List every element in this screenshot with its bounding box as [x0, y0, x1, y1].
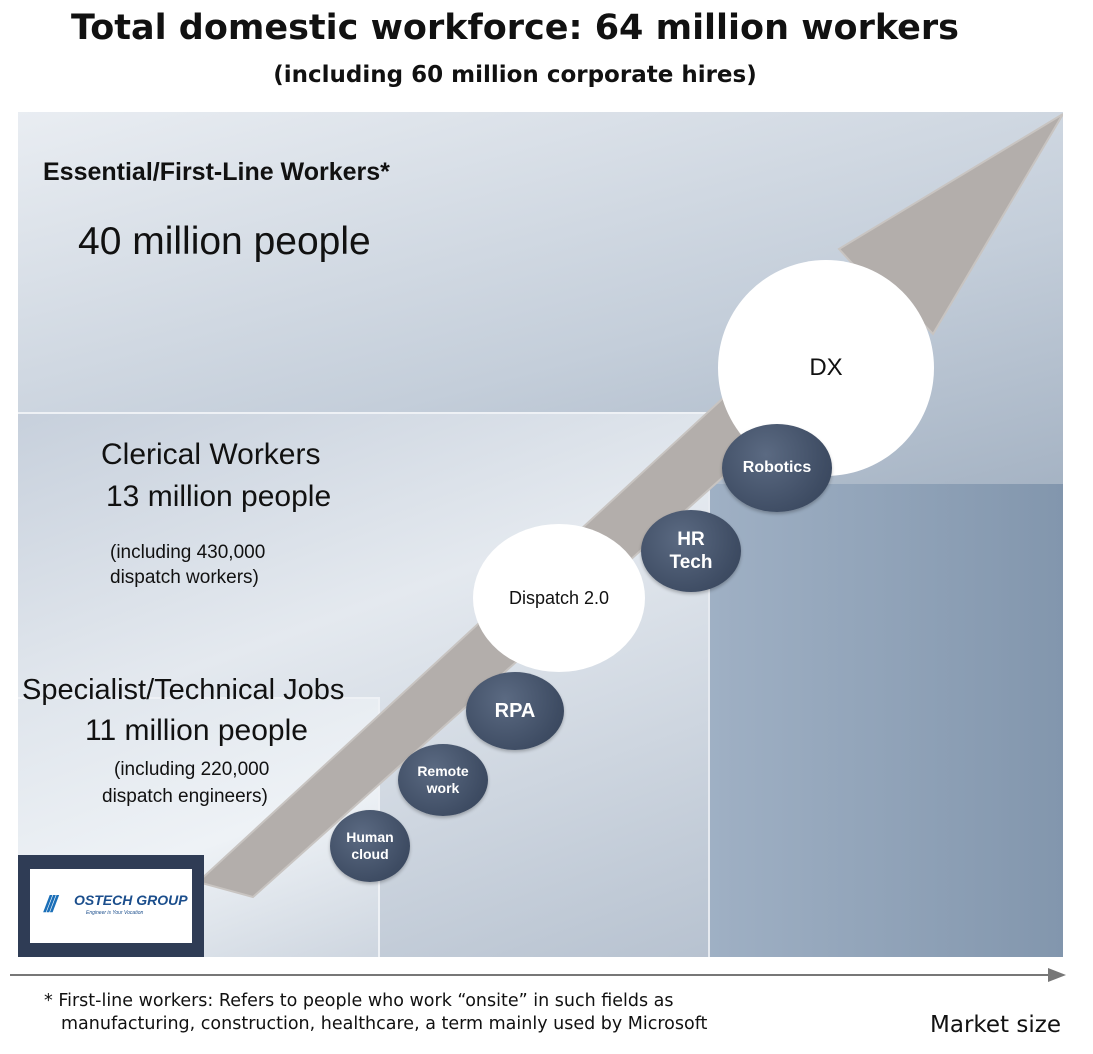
- logo-name: OSTECH GROUP: [74, 892, 188, 908]
- market-size-label: Market size: [930, 1012, 1061, 1038]
- specialist-count: 11 million people: [85, 714, 308, 747]
- essential-count: 40 million people: [78, 220, 371, 263]
- robotics-bubble: Robotics: [722, 424, 832, 512]
- specialist-note-line2: dispatch engineers): [102, 786, 268, 807]
- remote-work-bubble: Remote work: [398, 744, 488, 816]
- footnote-line1: * First-line workers: Refers to people w…: [44, 991, 674, 1011]
- clerical-count: 13 million people: [106, 480, 332, 513]
- robotics-label: Robotics: [742, 459, 812, 476]
- footnote: * First-line workers: Refers to people w…: [44, 990, 864, 1036]
- rpa-bubble: RPA: [466, 672, 564, 750]
- dispatch-label: Dispatch 2.0: [508, 587, 610, 608]
- specialist-note-line1: (including 220,000: [114, 759, 270, 780]
- hr-tech-label-line2: Tech: [669, 552, 713, 573]
- page-title: Total domestic workforce: 64 million wor…: [70, 8, 960, 48]
- rpa-label: RPA: [494, 699, 536, 722]
- logo-card: /// OSTECH GROUP Engineer is Your Vocati…: [30, 869, 192, 943]
- right-region: [708, 484, 1063, 957]
- clerical-heading: Clerical Workers: [101, 438, 321, 471]
- logo-slashes: ///: [44, 891, 57, 917]
- page-subtitle: (including 60 million corporate hires): [273, 62, 757, 88]
- logo-tagline: Engineer is Your Vocation: [86, 910, 144, 916]
- clerical-note-line2: dispatch workers): [110, 567, 259, 588]
- remote-work-label-line1: Remote: [417, 763, 469, 779]
- market-size-axis: [10, 968, 1066, 982]
- workforce-panel: Essential/First-Line Workers* 40 million…: [18, 112, 1063, 957]
- clerical-note-line1: (including 430,000: [110, 542, 266, 563]
- company-logo: /// OSTECH GROUP Engineer is Your Vocati…: [18, 855, 204, 957]
- human-cloud-label-line2: cloud: [351, 846, 389, 862]
- human-cloud-label-line1: Human: [346, 829, 394, 845]
- specialist-heading: Specialist/Technical Jobs: [22, 674, 345, 706]
- footnote-line2: manufacturing, construction, healthcare,…: [61, 1014, 708, 1034]
- remote-work-label-line2: work: [426, 780, 460, 796]
- hr-tech-bubble: HR Tech: [641, 510, 741, 592]
- dx-label: DX: [809, 354, 843, 381]
- human-cloud-bubble: Human cloud: [330, 810, 410, 882]
- essential-heading: Essential/First-Line Workers*: [43, 158, 390, 186]
- hr-tech-label-line1: HR: [677, 529, 705, 550]
- dispatch-bubble: Dispatch 2.0: [473, 524, 645, 672]
